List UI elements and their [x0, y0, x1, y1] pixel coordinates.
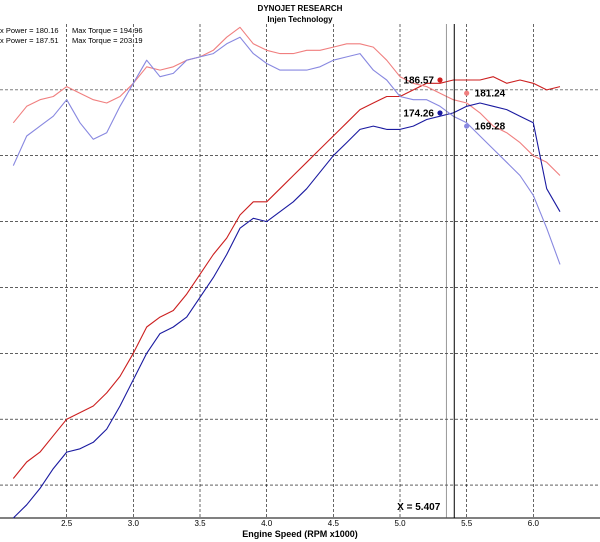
stat-power-run1: x Power = 180.16: [0, 26, 59, 35]
grid-lines: [0, 24, 600, 519]
x-tick-labels: 2.5 3.0 3.5 4.0 4.5 5.0 5.5 6.0: [61, 519, 539, 528]
stat-torque-run2: Max Torque = 203.19: [72, 36, 143, 45]
x-tick-label: 6.0: [528, 519, 540, 528]
series-line-2: [12, 26, 561, 176]
marker-dot-1: [437, 77, 443, 83]
x-tick-label: 5.0: [394, 519, 406, 528]
series-group: [12, 26, 561, 519]
x-tick-label: 5.5: [461, 519, 473, 528]
series-line-1: [12, 76, 561, 479]
marker-dot-3: [437, 110, 443, 116]
stat-torque-run1: Max Torque = 194.96: [72, 26, 143, 35]
marker-label-1: 186.57: [403, 75, 434, 86]
x-tick-label: 3.0: [128, 519, 140, 528]
marker-label-2: 181.24: [475, 89, 506, 100]
markers-group: 186.57 181.24 174.26 169.28: [403, 75, 505, 132]
marker-dot-2: [464, 90, 470, 96]
x-tick-label: 3.5: [194, 519, 206, 528]
chart-title: DYNOJET RESEARCH: [257, 4, 343, 13]
x-tick-label: 4.5: [328, 519, 340, 528]
chart-subtitle: Injen Technology: [267, 15, 333, 24]
cursor-group[interactable]: X = 5.407: [397, 24, 455, 518]
cursor-label: X = 5.407: [397, 502, 441, 513]
stat-power-run2: x Power = 187.51: [0, 36, 59, 45]
x-tick-label: 4.0: [261, 519, 273, 528]
x-tick-label: 2.5: [61, 519, 73, 528]
series-line-4: [12, 36, 561, 265]
series-line-3: [12, 102, 561, 519]
marker-dot-4: [464, 123, 470, 129]
marker-label-3: 174.26: [403, 108, 434, 119]
x-axis-label: Engine Speed (RPM x1000): [242, 529, 358, 539]
marker-label-4: 169.28: [475, 122, 506, 133]
